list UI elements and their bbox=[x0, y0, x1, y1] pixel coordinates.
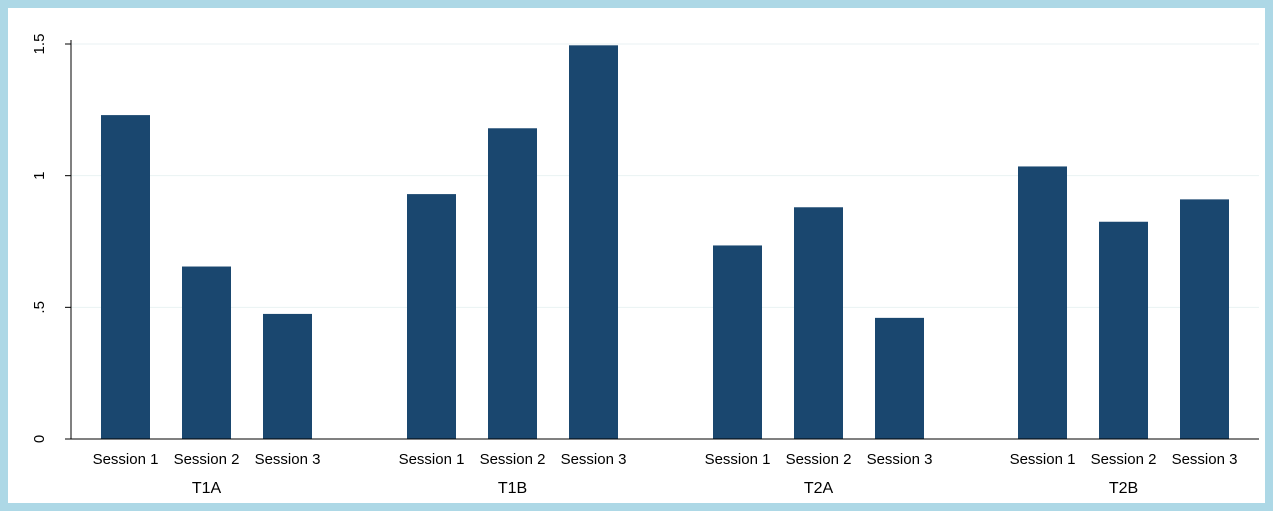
group-label: T1B bbox=[498, 480, 527, 497]
category-label: Session 2 bbox=[786, 451, 852, 468]
y-tick-label: 0 bbox=[31, 435, 48, 443]
bar bbox=[101, 115, 150, 439]
bar bbox=[1099, 221, 1148, 439]
bar bbox=[794, 207, 843, 439]
category-label: Session 3 bbox=[561, 451, 627, 468]
category-label: Session 1 bbox=[399, 451, 465, 468]
bar bbox=[488, 128, 537, 439]
category-label: Session 3 bbox=[867, 451, 933, 468]
group-label: T2A bbox=[804, 480, 834, 497]
bar bbox=[1180, 199, 1229, 439]
bar-chart: 0 .5 1 1.5 Session 1 Session 2 Session 3 T1A Ses… bbox=[8, 8, 1265, 503]
bar bbox=[569, 45, 618, 440]
bar bbox=[263, 313, 312, 439]
bar bbox=[713, 245, 762, 439]
category-label: Session 1 bbox=[705, 451, 771, 468]
bar bbox=[182, 266, 231, 439]
bar bbox=[875, 317, 924, 439]
bar bbox=[1018, 166, 1067, 439]
plot-area: 0 .5 1 1.5 Session 1 Session 2 Session 3 T1A Ses… bbox=[8, 8, 1265, 503]
category-label: Session 3 bbox=[1172, 451, 1238, 468]
category-label: Session 3 bbox=[255, 451, 321, 468]
y-tick-label: 1.5 bbox=[31, 34, 48, 55]
group-label: T1A bbox=[192, 480, 222, 497]
y-tick-label: 1 bbox=[31, 171, 48, 179]
group-label: T2B bbox=[1109, 480, 1138, 497]
category-label: Session 2 bbox=[174, 451, 240, 468]
category-label: Session 2 bbox=[1091, 451, 1157, 468]
category-label: Session 1 bbox=[93, 451, 159, 468]
category-label: Session 2 bbox=[480, 451, 546, 468]
bar bbox=[407, 194, 456, 439]
y-tick-label: .5 bbox=[31, 301, 48, 314]
category-label: Session 1 bbox=[1010, 451, 1076, 468]
